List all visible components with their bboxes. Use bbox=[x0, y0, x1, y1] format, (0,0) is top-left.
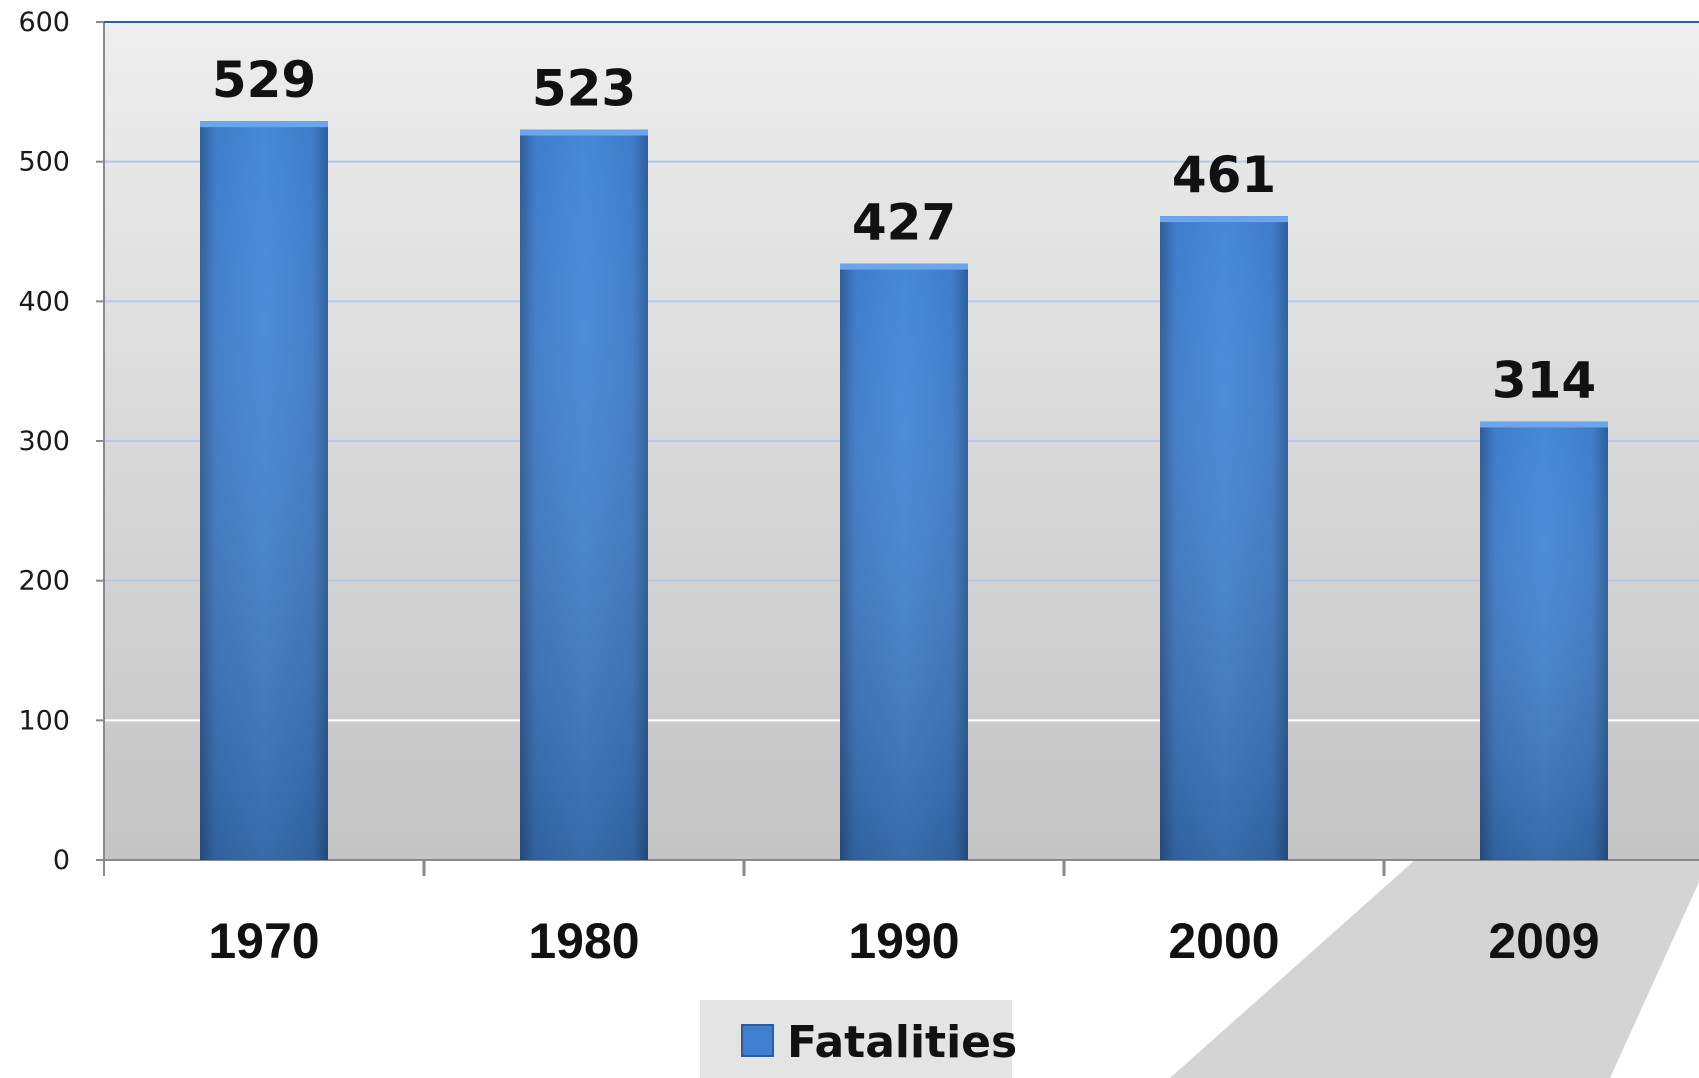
bar-1990 bbox=[840, 263, 968, 861]
bar-shade bbox=[840, 263, 968, 861]
bar-shade bbox=[520, 129, 648, 860]
y-tick-label: 300 bbox=[18, 426, 70, 457]
bar-top-edge bbox=[1160, 216, 1288, 223]
y-tick-label: 100 bbox=[18, 705, 70, 736]
data-label-2000: 461 bbox=[1172, 146, 1276, 204]
bar-shade bbox=[1160, 216, 1288, 861]
bar-2009 bbox=[1480, 421, 1608, 860]
bar-1970 bbox=[200, 121, 328, 860]
y-axis-ticks: 0 100 200 300 400 500 600 bbox=[18, 7, 104, 876]
bar-shade bbox=[200, 121, 328, 860]
bars bbox=[200, 121, 1608, 861]
bar-1980 bbox=[520, 129, 648, 860]
y-tick-label: 500 bbox=[18, 147, 70, 178]
x-category-label-1970: 1970 bbox=[208, 913, 319, 969]
bar-top-edge bbox=[1480, 421, 1608, 428]
y-tick-label: 600 bbox=[18, 7, 70, 38]
bar-top-edge bbox=[840, 263, 968, 270]
data-labels: 529 523 427 461 314 bbox=[212, 51, 1596, 409]
y-tick-label: 0 bbox=[53, 845, 70, 876]
x-category-label-2009: 2009 bbox=[1488, 913, 1599, 969]
data-label-1980: 523 bbox=[532, 60, 636, 118]
x-category-label-1990: 1990 bbox=[848, 913, 959, 969]
bar-2000 bbox=[1160, 216, 1288, 861]
y-tick-label: 200 bbox=[18, 566, 70, 597]
data-label-2009: 314 bbox=[1492, 351, 1596, 409]
x-axis-categories: 1970 1980 1990 2000 2009 bbox=[208, 913, 1599, 969]
bar-top-edge bbox=[520, 129, 648, 136]
bar-shade bbox=[1480, 421, 1608, 860]
data-label-1990: 427 bbox=[852, 194, 956, 252]
y-tick-label: 400 bbox=[18, 286, 70, 317]
data-label-1970: 529 bbox=[212, 51, 316, 109]
legend-swatch-fatalities bbox=[741, 1024, 774, 1057]
floor-shadow bbox=[1170, 860, 1699, 1078]
x-category-label-2000: 2000 bbox=[1168, 913, 1279, 969]
legend-label-fatalities: Fatalities bbox=[787, 1017, 1017, 1068]
legend: Fatalities bbox=[700, 1000, 1017, 1078]
bar-top-edge bbox=[200, 121, 328, 128]
x-category-label-1980: 1980 bbox=[528, 913, 639, 969]
